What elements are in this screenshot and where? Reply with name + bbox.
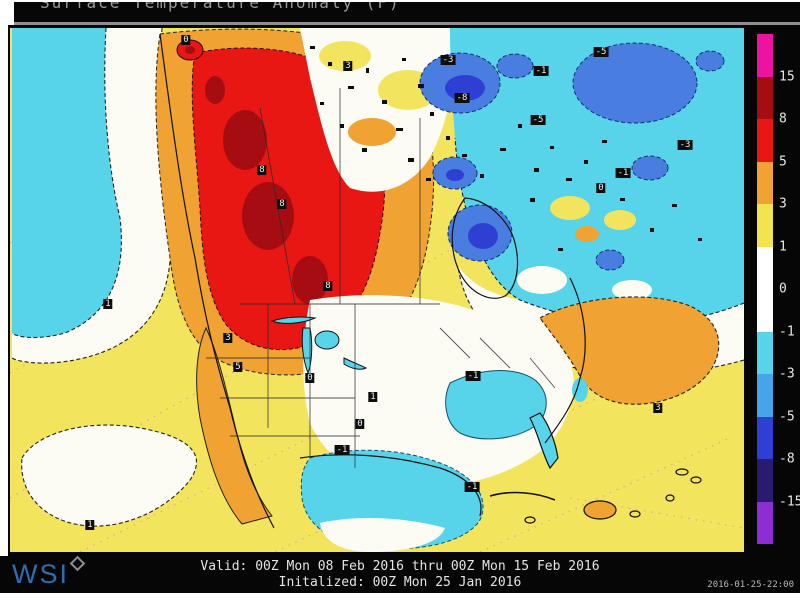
colorbar-segment (757, 501, 773, 544)
page-title: Surface Temperature Anomaly (F) (40, 2, 401, 12)
bottom-margin (0, 593, 800, 600)
map-canvas: 8 8 8 5 3 3 3 1 1 1 0 0 0 0 -1 -1 -1 -1 -1 -3 -3 -5 -5 -8 15 8 5 3… (0, 25, 800, 556)
colorbar-segment (757, 374, 773, 417)
colorbar-segment (757, 204, 773, 247)
colorbar-tick-label: 8 (779, 111, 787, 127)
colorbar-tick-label: 1 (779, 239, 787, 254)
colorbar-segment (757, 34, 773, 77)
temperature-anomaly-map: 8 8 8 5 3 3 3 1 1 1 0 0 0 0 -1 -1 -1 -1 -1 -3 -3 -5 -5 -8 (10, 28, 744, 552)
initialized-time-text: Initalized: 00Z Mon 25 Jan 2016 (278, 575, 522, 590)
colorbar-tick-label: 0 (779, 281, 787, 297)
colorbar-tick-label: -5 (779, 409, 795, 424)
colorbar-segment (757, 331, 773, 374)
generation-timestamp: 2016-01-25-22:00 (707, 580, 794, 590)
colorbar-segment (757, 416, 773, 459)
colorbar (757, 34, 773, 544)
title-bar: Surface Temperature Anomaly (F) (14, 2, 800, 25)
colorbar-segment (757, 246, 773, 332)
colorbar-segment (757, 161, 773, 204)
colorbar-segment (757, 459, 773, 502)
valid-time-text: Valid: 00Z Mon 08 Feb 2016 thru 00Z Mon … (200, 559, 600, 574)
colorbar-tick-label: -1 (779, 324, 795, 339)
colorbar-segment (757, 119, 773, 162)
colorbar-tick-label: -15 (779, 494, 800, 509)
wsi-logo: WSI (12, 559, 69, 589)
footer-bar: Valid: 00Z Mon 08 Feb 2016 thru 00Z Mon … (0, 555, 800, 593)
colorbar-segment (757, 76, 773, 119)
colorbar-tick-label: -8 (779, 451, 795, 467)
map-illustration (10, 28, 744, 552)
colorbar-tick-label: 15 (779, 69, 795, 84)
left-margin (0, 25, 8, 556)
colorbar-tick-label: -3 (779, 366, 795, 382)
colorbar-tick-label: 3 (779, 196, 787, 212)
colorbar-tick-label: 5 (779, 154, 787, 169)
